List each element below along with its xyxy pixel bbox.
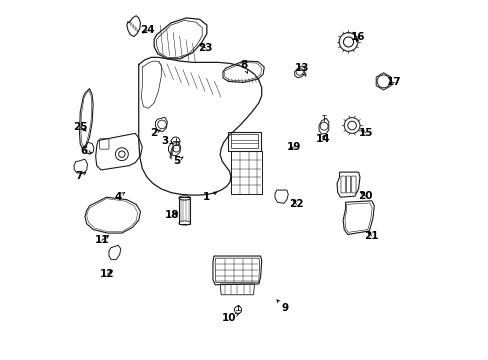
Text: 3: 3 [161, 136, 172, 145]
Text: 8: 8 [240, 59, 247, 73]
Text: 5: 5 [172, 156, 183, 166]
Text: 17: 17 [386, 77, 401, 87]
Text: 20: 20 [358, 191, 372, 201]
Text: 12: 12 [100, 269, 115, 279]
Text: 21: 21 [364, 231, 378, 240]
Text: 1: 1 [203, 192, 216, 202]
Text: 24: 24 [140, 25, 154, 35]
Text: 15: 15 [358, 128, 372, 138]
Text: 11: 11 [94, 235, 109, 245]
Text: 6: 6 [80, 145, 91, 156]
Text: 19: 19 [286, 142, 301, 152]
Text: 14: 14 [315, 134, 329, 144]
Text: 13: 13 [294, 63, 308, 76]
Text: 2: 2 [150, 128, 160, 138]
Text: 16: 16 [350, 32, 365, 42]
Text: 18: 18 [164, 210, 179, 220]
Text: 23: 23 [198, 43, 213, 53]
Text: 25: 25 [73, 122, 87, 132]
Text: 7: 7 [75, 171, 86, 181]
Text: 10: 10 [222, 313, 239, 323]
Text: 9: 9 [276, 300, 287, 314]
Text: 4: 4 [114, 192, 124, 202]
Text: 22: 22 [289, 199, 303, 210]
